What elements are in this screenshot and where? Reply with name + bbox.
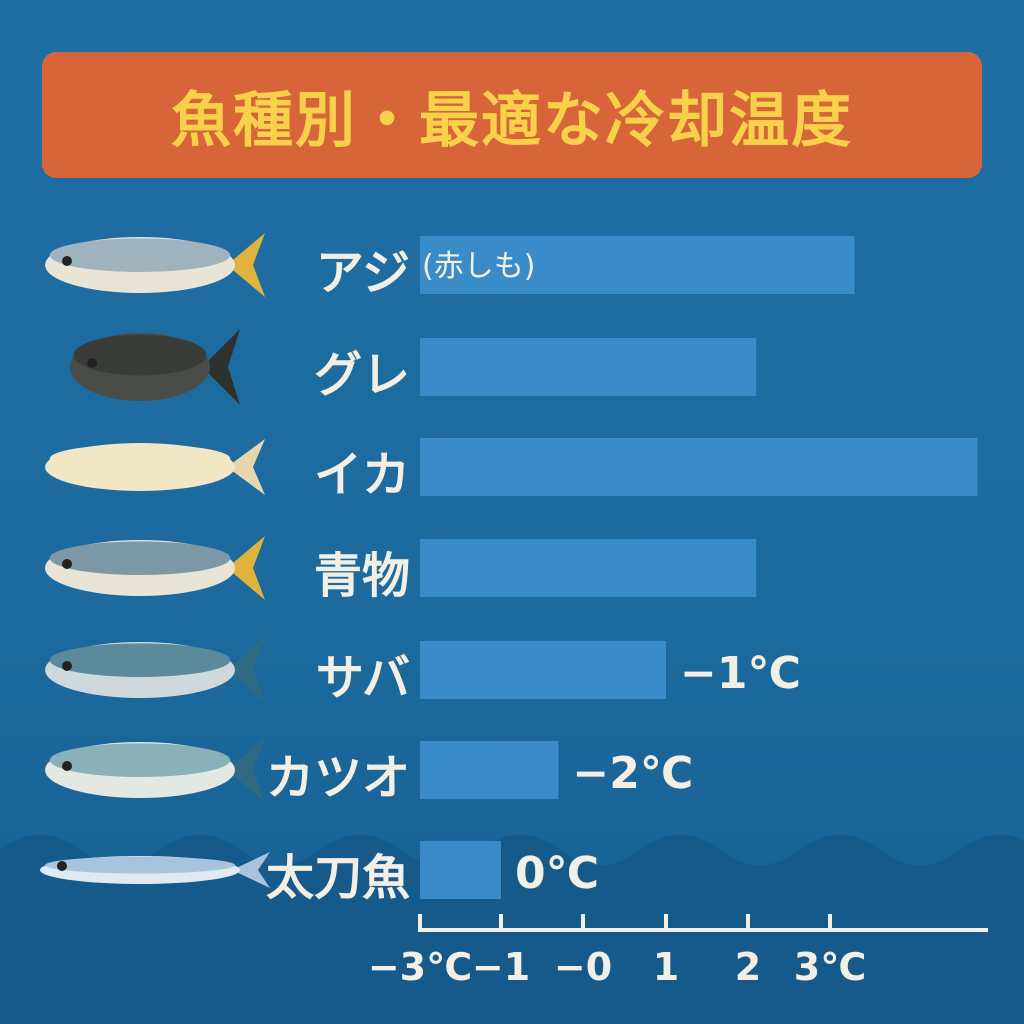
bar-アジ (420, 236, 855, 294)
squid-icon (45, 439, 265, 495)
data-label: −1℃ (680, 648, 801, 699)
x-tick-label: 3℃ (794, 945, 866, 989)
horse-mackerel-icon (45, 233, 265, 297)
x-tick-label: −0 (554, 945, 612, 989)
category-label: グレ (313, 347, 410, 403)
yellowtail-icon (45, 536, 265, 600)
data-label: −2℃ (572, 748, 693, 799)
category-label: アジ (315, 245, 410, 301)
chart-title: 魚種別・最適な冷却温度 (171, 85, 853, 156)
cutlassfish-icon (40, 852, 270, 888)
bar-青物 (420, 539, 757, 597)
category-label: 青物 (313, 548, 410, 604)
x-tick-label: −3℃ (368, 945, 472, 989)
data-label: 0℃ (515, 848, 599, 899)
mackerel-icon (45, 638, 265, 702)
category-label: 太刀魚 (265, 850, 410, 906)
bar-太刀魚 (420, 841, 501, 899)
title-banner: 魚種別・最適な冷却温度 (42, 52, 982, 178)
bonito-icon (45, 738, 265, 802)
category-label: カツオ (265, 750, 410, 806)
bar-サバ (420, 641, 666, 699)
x-tick-label: 2 (735, 945, 761, 989)
blackfish-icon (70, 329, 240, 405)
x-tick-label: 1 (653, 945, 679, 989)
bar-カツオ (420, 741, 559, 799)
x-tick-label: −1 (472, 945, 530, 989)
data-label: (赤しも) (422, 249, 535, 284)
category-label: サバ (315, 650, 410, 706)
bar-イカ (420, 438, 978, 496)
bar-グレ (420, 338, 757, 396)
category-label: イカ (313, 447, 410, 503)
